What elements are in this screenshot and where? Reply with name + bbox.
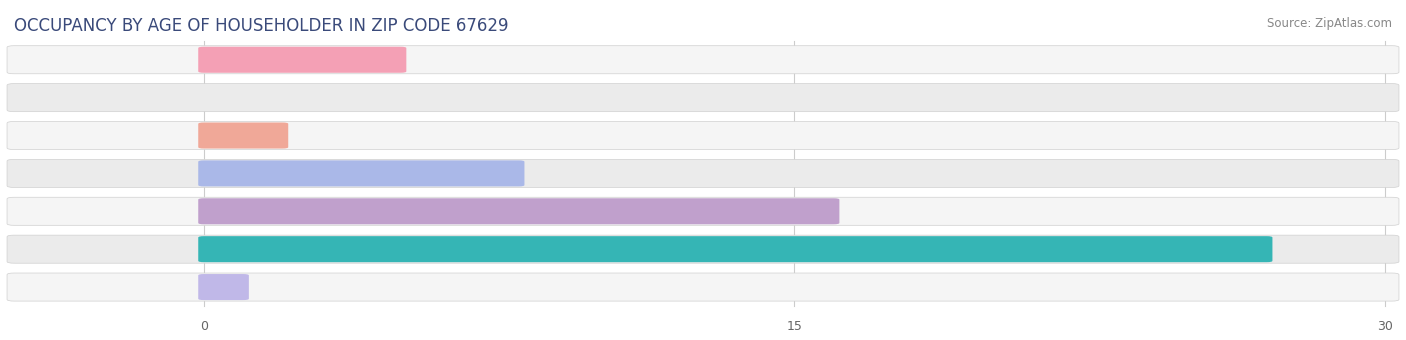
Text: OCCUPANCY BY AGE OF HOUSEHOLDER IN ZIP CODE 67629: OCCUPANCY BY AGE OF HOUSEHOLDER IN ZIP C… [14,17,509,35]
Text: Under 35 Years: Under 35 Years [76,53,170,66]
Text: 65 to 74 Years: 65 to 74 Years [79,205,167,218]
Text: 55 to 64 Years: 55 to 64 Years [79,167,167,180]
Text: 16: 16 [845,205,860,218]
Text: 30: 30 [1376,320,1393,333]
Text: 2: 2 [294,129,302,142]
Text: 15: 15 [786,320,803,333]
Text: 8: 8 [530,167,538,180]
Text: 45 to 54 Years: 45 to 54 Years [79,129,167,142]
Text: 35 to 44 Years: 35 to 44 Years [79,91,167,104]
Text: 27: 27 [1239,243,1256,256]
Text: 0: 0 [215,91,224,104]
Text: 0: 0 [200,320,208,333]
Text: Source: ZipAtlas.com: Source: ZipAtlas.com [1267,17,1392,30]
Text: 5: 5 [412,53,420,66]
Text: 1: 1 [254,280,263,293]
Text: 85 Years and Over: 85 Years and Over [66,280,180,293]
Text: 75 to 84 Years: 75 to 84 Years [79,243,167,256]
